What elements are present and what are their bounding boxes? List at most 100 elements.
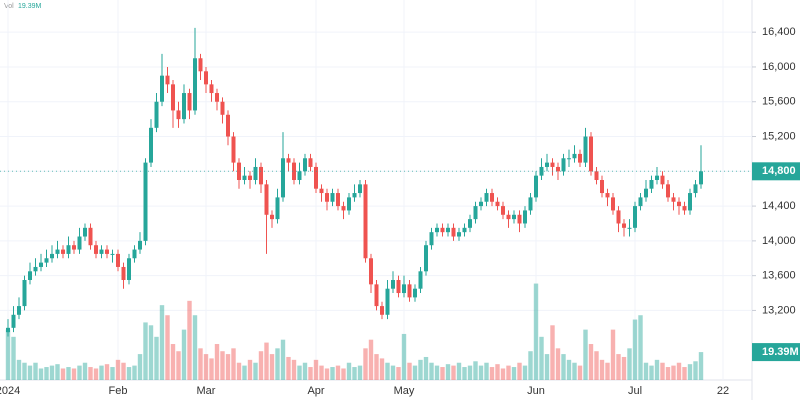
candle-body <box>6 327 10 333</box>
volume-bar <box>385 362 390 380</box>
last-price-box <box>752 162 800 181</box>
candle-body <box>50 253 54 259</box>
volume-bar <box>165 315 170 380</box>
volume-bar <box>55 364 60 380</box>
candle-body <box>270 214 274 220</box>
y-tick-label: 16,400 <box>762 26 796 38</box>
candle-body <box>616 210 621 224</box>
candle-body <box>589 136 593 172</box>
candle-body <box>209 84 214 94</box>
volume-bar <box>44 367 49 380</box>
volume-bar <box>429 362 434 380</box>
volume-bar <box>269 354 275 380</box>
candle-body <box>660 175 665 185</box>
candle-body <box>495 201 500 207</box>
candle-body <box>198 58 203 72</box>
candle-body <box>644 188 648 198</box>
candle-body <box>94 245 98 254</box>
candle-body <box>176 110 181 120</box>
candle-body <box>446 227 450 233</box>
volume-bar <box>302 362 308 380</box>
volume-bar <box>583 329 588 380</box>
volume-bar <box>319 365 324 380</box>
candle-body <box>479 201 483 207</box>
volume-bar <box>616 354 621 380</box>
volume-bar <box>346 362 352 380</box>
candle-body <box>655 175 659 180</box>
candle-body <box>550 162 555 167</box>
volume-bar <box>456 362 462 380</box>
last-volume-box <box>752 343 800 362</box>
volume-bar <box>500 368 506 380</box>
volume-bar <box>77 365 82 380</box>
candle-body <box>699 171 703 185</box>
volume-bar <box>654 359 660 380</box>
candle-body <box>402 284 406 294</box>
candle-body <box>77 236 82 250</box>
x-tick-label: Jun <box>527 385 545 397</box>
volume-bar <box>93 368 99 380</box>
volume-bar <box>473 361 478 380</box>
candle-body <box>682 206 687 211</box>
candle-body <box>121 266 126 280</box>
volume-bar <box>115 359 121 380</box>
candle-body <box>28 271 32 280</box>
candle-body <box>55 249 60 254</box>
volume-bar <box>577 365 583 380</box>
candle-body <box>132 249 137 259</box>
candle-body <box>649 180 654 189</box>
volume-bar <box>330 367 335 380</box>
volume-bar <box>489 367 495 380</box>
volume-bar <box>16 359 22 380</box>
volume-bar <box>594 351 599 380</box>
candle-body <box>44 258 49 263</box>
volume-bar <box>572 362 577 380</box>
volume-bar <box>27 365 33 380</box>
candle-body <box>561 158 566 172</box>
volume-bar <box>423 356 429 380</box>
candle-body <box>308 158 313 167</box>
candle-body <box>501 206 505 215</box>
candle-body <box>154 101 159 128</box>
candle-body <box>143 162 148 241</box>
candle-body <box>468 219 472 228</box>
volume-bar <box>137 354 143 380</box>
candle-body <box>17 306 21 315</box>
candle-body <box>677 201 681 207</box>
volume-bar <box>225 354 231 380</box>
volume-bar <box>203 354 209 380</box>
candle-body <box>149 127 153 163</box>
candle-body <box>66 245 71 254</box>
candle-body <box>193 58 197 111</box>
volume-bar <box>671 365 676 380</box>
volume-bar <box>605 362 610 380</box>
candle-body <box>638 197 643 207</box>
volume-bar <box>445 364 451 380</box>
volume-bar <box>209 358 214 380</box>
candle-body <box>22 280 27 307</box>
candle-body <box>671 197 676 202</box>
volume-bar <box>665 367 671 380</box>
volume-bar <box>198 348 203 380</box>
volume-bar <box>643 362 649 380</box>
candle-body <box>253 166 258 180</box>
candle-body <box>160 75 164 102</box>
candle-body <box>226 114 230 137</box>
volume-bar <box>693 361 698 380</box>
volume-bar <box>33 362 38 380</box>
volume-bar <box>561 354 566 380</box>
volume-bar <box>236 362 242 380</box>
candle-body <box>341 206 346 211</box>
candle-body <box>666 184 670 198</box>
y-tick-label: 14,400 <box>762 200 796 212</box>
candle-body <box>413 288 417 298</box>
candle-body <box>391 280 395 289</box>
candle-body <box>11 314 16 328</box>
volume-bar <box>231 348 236 380</box>
candle-body <box>297 171 302 180</box>
candle-body <box>83 227 87 237</box>
volume-bar <box>539 336 544 380</box>
volume-bar <box>599 359 605 380</box>
volume-bar <box>588 344 594 380</box>
candle-body <box>352 193 357 198</box>
